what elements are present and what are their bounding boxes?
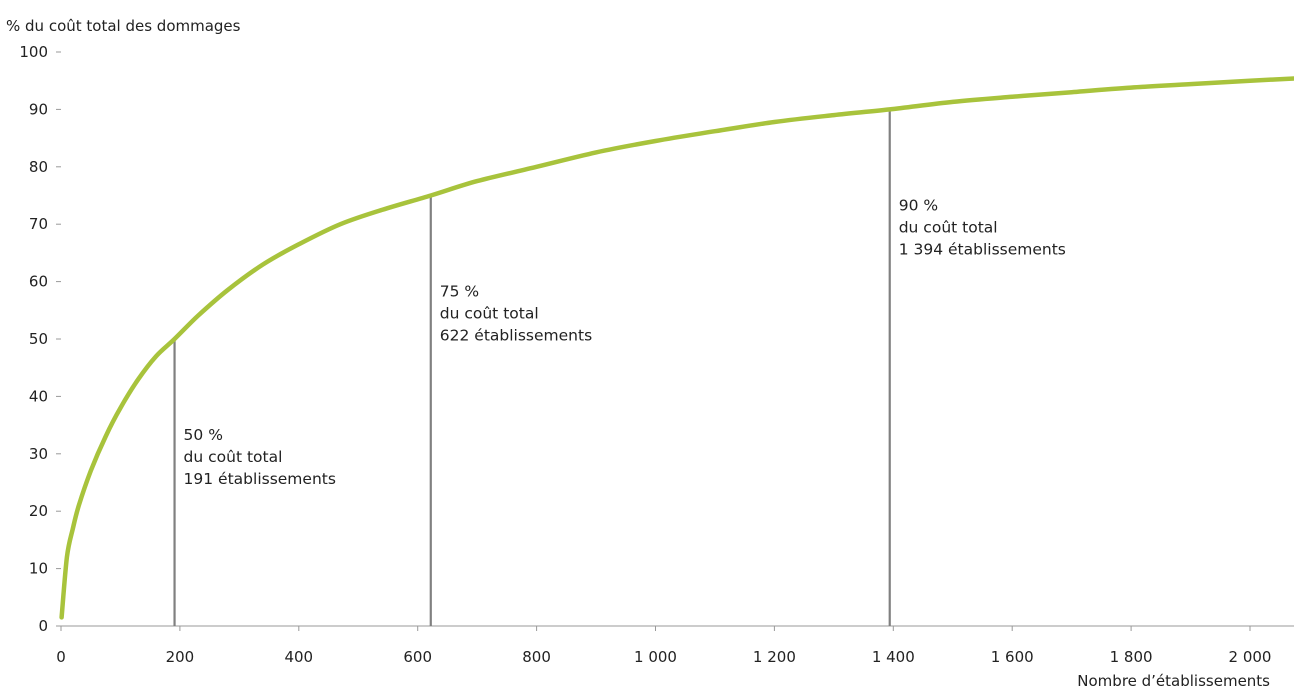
y-tick-label: 80 [29, 158, 48, 176]
x-axis-title: Nombre d’établissements [1077, 672, 1270, 690]
y-tick-label: 30 [29, 445, 48, 463]
series-layer [59, 76, 1294, 620]
x-tick-label: 1 400 [872, 648, 915, 666]
annotation-line: 622 établissements [440, 327, 592, 345]
x-tick-label: 200 [166, 648, 195, 666]
x-tick-label: 800 [522, 648, 551, 666]
annotation-line: 75 % [440, 283, 479, 301]
cumulative-cost-line [59, 76, 1294, 620]
y-tick-label: 40 [29, 387, 48, 405]
y-tick-label: 70 [29, 215, 48, 233]
x-tick-label: 0 [56, 648, 66, 666]
y-axis: 0 10 20 30 40 50 60 70 80 90 100 [19, 43, 61, 635]
y-tick-label: 100 [19, 43, 48, 61]
annotations: 50 % du coût total 191 établissements 75 % d… [184, 196, 1066, 488]
annotation-line: 191 établissements [184, 470, 336, 488]
annotation-line: 1 394 établissements [899, 240, 1066, 258]
y-tick-label: 20 [29, 502, 48, 520]
x-tick-label: 1 000 [634, 648, 677, 666]
y-axis-title: % du coût total des dommages [6, 17, 241, 35]
y-tick-label: 90 [29, 100, 48, 118]
y-tick-label: 50 [29, 330, 48, 348]
x-tick-label: 1 200 [753, 648, 796, 666]
annotation-line: 90 % [899, 196, 938, 214]
x-axis: 0 200 400 600 800 1 000 1 200 1 400 1 600 1 800 2 … [56, 625, 1294, 666]
y-tick-label: 60 [29, 273, 48, 291]
x-tick-label: 600 [403, 648, 432, 666]
y-tick-label: 0 [38, 617, 48, 635]
annotation-line: 50 % [184, 426, 223, 444]
x-tick-label: 400 [284, 648, 313, 666]
annotation-line: du coût total [899, 218, 998, 236]
y-tick-label: 10 [29, 560, 48, 578]
x-tick-label: 2 000 [1229, 648, 1272, 666]
annotation-line: du coût total [440, 305, 539, 323]
x-tick-label: 1 600 [991, 648, 1034, 666]
annotation-line: du coût total [184, 448, 283, 466]
x-tick-label: 1 800 [1110, 648, 1153, 666]
threshold-markers [173, 109, 891, 626]
